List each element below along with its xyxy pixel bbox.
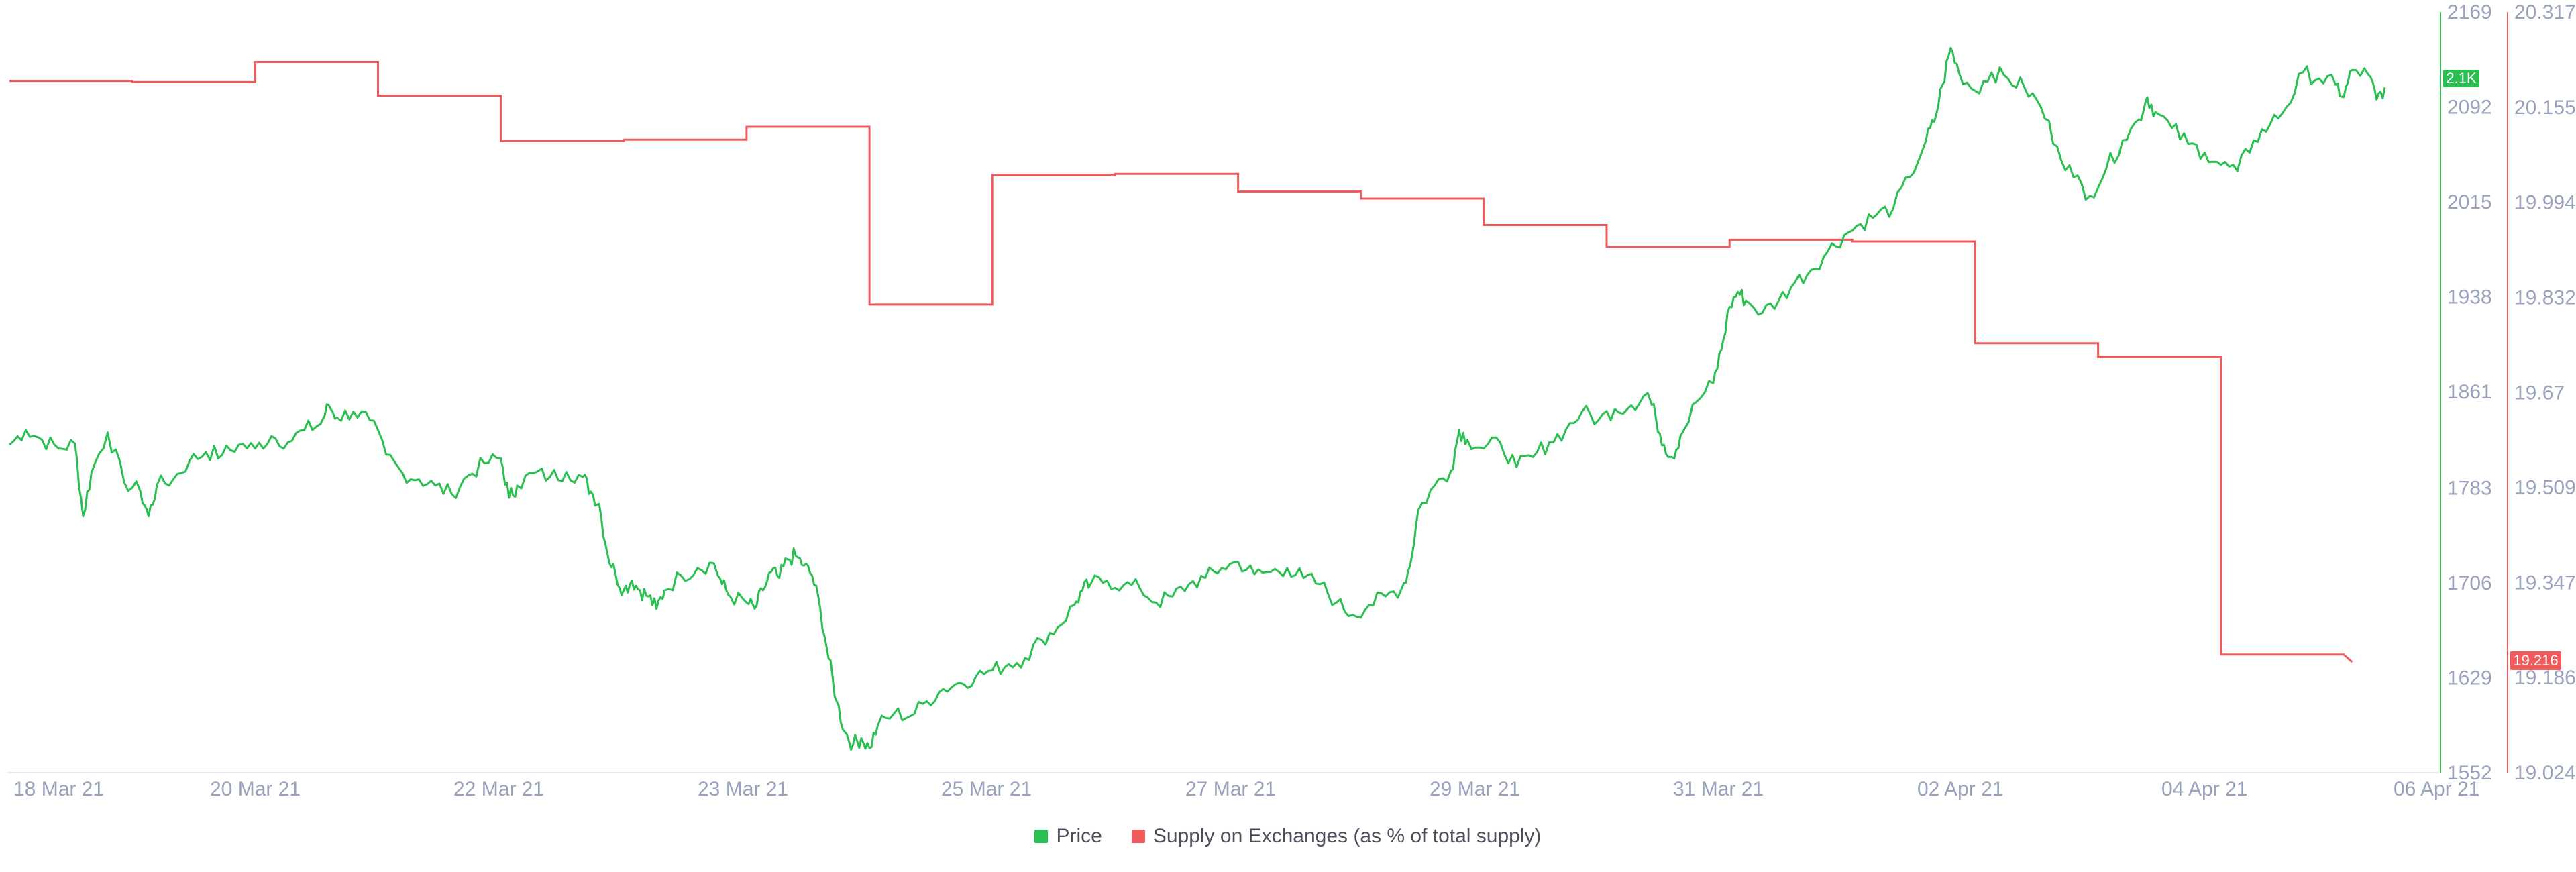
- series-line-supply[interactable]: [9, 61, 2353, 663]
- supply-badge: 19.216: [2510, 651, 2561, 670]
- y-right-tick-label: 19.186: [2514, 667, 2576, 689]
- y-axis-left-ticks: 2169 2092 2015 1938 1861 1783 1706 1629 1552: [2447, 1, 2492, 784]
- x-tick-label: 06 Apr 21: [2394, 778, 2479, 800]
- x-tick-label: 25 Mar 21: [941, 778, 1032, 800]
- x-tick-label: 04 Apr 21: [2161, 778, 2247, 800]
- x-tick-label: 22 Mar 21: [453, 778, 544, 800]
- x-tick-label: 23 Mar 21: [698, 778, 788, 800]
- y-left-tick-label: 1629: [2447, 667, 2492, 689]
- legend: Price Supply on Exchanges (as % of total…: [0, 825, 2576, 848]
- y-left-tick-label: 1783: [2447, 477, 2492, 499]
- y-right-tick-label: 20.155: [2514, 97, 2576, 119]
- y-right-tick-label: 19.347: [2514, 572, 2576, 594]
- y-left-tick-label: 1861: [2447, 381, 2492, 403]
- y-left-tick-label: 2015: [2447, 191, 2492, 213]
- y-left-tick-label: 1706: [2447, 572, 2492, 594]
- supply-badge-text: 19.216: [2513, 652, 2558, 669]
- x-tick-label: 02 Apr 21: [1917, 778, 2003, 800]
- x-tick-label: 31 Mar 21: [1673, 778, 1764, 800]
- x-tick-label: 20 Mar 21: [210, 778, 301, 800]
- x-tick-label: 27 Mar 21: [1185, 778, 1276, 800]
- x-tick-label: 29 Mar 21: [1430, 778, 1520, 800]
- price-badge: 2.1K: [2443, 70, 2479, 87]
- y-right-tick-label: 19.509: [2514, 477, 2576, 499]
- y-right-tick-label: 19.994: [2514, 191, 2576, 213]
- y-right-tick-label: 20.317: [2514, 1, 2576, 23]
- y-left-tick-label: 1552: [2447, 762, 2492, 784]
- price-badge-text: 2.1K: [2446, 70, 2477, 87]
- legend-label-supply: Supply on Exchanges (as % of total suppl…: [1152, 825, 1542, 847]
- y-right-tick-label: 19.024: [2514, 762, 2576, 784]
- y-axis-right-ticks: 20.317 20.155 19.994 19.832 19.67 19.509 19.34…: [2514, 1, 2576, 784]
- y-left-tick-label: 2092: [2447, 97, 2492, 119]
- legend-item-supply[interactable]: Supply on Exchanges (as % of total suppl…: [1131, 825, 1542, 848]
- plot-area: [9, 46, 2386, 751]
- x-axis-ticks: 18 Mar 21 20 Mar 21 22 Mar 21 23 Mar 21 25 M…: [13, 778, 2479, 800]
- series-line-price[interactable]: [9, 46, 2386, 751]
- legend-swatch-price: [1034, 830, 1049, 843]
- y-right-tick-label: 19.832: [2514, 286, 2576, 309]
- legend-label-price: Price: [1056, 825, 1102, 847]
- y-left-tick-label: 2169: [2447, 1, 2492, 23]
- y-left-tick-label: 1938: [2447, 286, 2492, 309]
- legend-item-price[interactable]: Price: [1034, 825, 1102, 848]
- x-tick-label: 18 Mar 21: [13, 778, 104, 800]
- legend-swatch-supply: [1131, 830, 1145, 843]
- y-right-tick-label: 19.67: [2514, 382, 2565, 404]
